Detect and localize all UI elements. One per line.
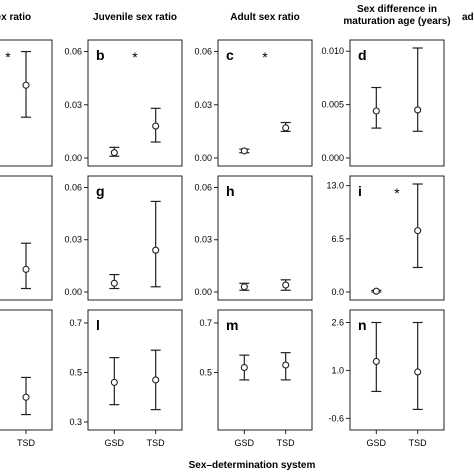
mean-point — [22, 81, 30, 89]
mean-point — [152, 122, 160, 130]
mean-point — [414, 106, 422, 114]
y-tick-label: 0.03 — [194, 235, 212, 245]
panel-n: -0.6 1.0 2.6 n GSD TSD — [328, 309, 445, 448]
panel-a: * — [0, 39, 53, 167]
panel-letter: d — [358, 47, 367, 63]
significance-star: * — [394, 185, 400, 201]
mean-point — [414, 227, 422, 235]
panel-frame — [87, 39, 183, 167]
y-tick-label: 0.06 — [194, 182, 212, 192]
mean-point — [110, 378, 118, 386]
panel-letter: n — [358, 317, 367, 333]
mean-point — [240, 283, 248, 291]
y-tick-label: 0.010 — [321, 46, 344, 56]
x-axis-label: Sex–determination system — [189, 460, 316, 471]
x-tick-label: GSD — [105, 438, 125, 448]
mean-point — [152, 376, 160, 384]
panel-letter: i — [358, 183, 362, 199]
y-tick-label: 0.005 — [321, 100, 344, 110]
y-tick-label: 0.06 — [64, 47, 82, 57]
mean-point — [22, 265, 30, 273]
column-title: Juvenile sex ratio — [93, 12, 177, 23]
y-tick-label: -0.6 — [328, 413, 344, 423]
panel-frame — [217, 39, 313, 167]
panel-frame — [349, 39, 445, 167]
y-tick-label: 0.00 — [194, 153, 212, 163]
mean-point — [282, 124, 290, 132]
panel-letter: l — [96, 317, 100, 333]
column-title: Sex difference in — [357, 4, 437, 15]
y-tick-label: 0.5 — [69, 367, 82, 377]
panel-frame — [349, 175, 445, 301]
mean-point — [110, 279, 118, 287]
panel-b: 0.00 0.03 0.06 b * — [64, 39, 183, 167]
panel-letter: h — [226, 183, 235, 199]
y-tick-label: 0.5 — [199, 367, 212, 377]
y-tick-label: 0.0 — [331, 287, 344, 297]
x-tick-label: TSD — [277, 438, 296, 448]
significance-star: * — [5, 49, 11, 65]
mean-point — [372, 287, 380, 295]
panel-frame — [87, 175, 183, 301]
significance-star: * — [132, 49, 138, 65]
mean-point — [22, 393, 30, 401]
mean-point — [414, 368, 422, 376]
x-tick-label: TSD — [147, 438, 166, 448]
mean-point — [240, 363, 248, 372]
y-tick-label: 0.00 — [194, 287, 212, 297]
x-tick-label: GSD — [367, 438, 387, 448]
column-title: adu — [462, 12, 474, 23]
y-tick-label: 0.03 — [64, 235, 82, 245]
mean-point — [372, 357, 380, 366]
mean-point — [110, 149, 118, 157]
panel-l: 0.3 0.5 0.7 l GSD TSD — [69, 309, 183, 448]
y-tick-label: 0.7 — [199, 318, 212, 328]
y-tick-label: 0.3 — [69, 417, 82, 427]
column-title: maturation age (years) — [343, 16, 450, 27]
mean-point — [152, 246, 160, 254]
mean-point — [372, 107, 380, 115]
panel-frame — [217, 175, 313, 301]
panel-letter: g — [96, 183, 105, 199]
y-tick-label: 0.00 — [64, 153, 82, 163]
x-tick-label: TSD — [17, 438, 36, 448]
y-tick-label: 1.0 — [331, 365, 344, 375]
x-tick-label: TSD — [409, 438, 428, 448]
mean-point — [240, 147, 248, 155]
mean-point — [282, 361, 290, 369]
y-tick-label: 0.06 — [64, 182, 82, 192]
significance-star: * — [262, 49, 268, 65]
panel-letter: c — [226, 47, 234, 63]
panel-letter: b — [96, 47, 105, 63]
panel-f — [0, 175, 53, 301]
panel-k: TSD — [0, 309, 53, 448]
column-title: Adult sex ratio — [230, 12, 299, 23]
y-tick-label: 0.03 — [194, 100, 212, 110]
panel-d: 0.000 0.005 0.010 d — [321, 39, 445, 167]
x-tick-label: GSD — [235, 438, 255, 448]
y-tick-label: 0.03 — [64, 100, 82, 110]
y-tick-label: 13.0 — [326, 181, 344, 191]
y-tick-label: 0.06 — [194, 47, 212, 57]
y-tick-label: 0.000 — [321, 153, 344, 163]
panel-frame — [217, 309, 313, 431]
panel-frame — [0, 309, 53, 431]
y-tick-label: 2.6 — [331, 317, 344, 327]
panel-i: 0.0 6.5 13.0 i * — [326, 175, 445, 301]
y-tick-label: 6.5 — [331, 234, 344, 244]
panel-frame — [87, 309, 183, 431]
panel-frame — [0, 175, 53, 301]
panel-letter: m — [226, 317, 238, 333]
mean-point — [282, 281, 290, 289]
panel-g: 0.00 0.03 0.06 g — [64, 175, 183, 301]
y-tick-label: 0.7 — [69, 318, 82, 328]
panel-m: 0.5 0.7 m GSD TSD — [199, 309, 313, 448]
panel-frame — [0, 39, 53, 167]
y-tick-label: 0.00 — [64, 287, 82, 297]
panel-h: 0.00 0.03 0.06 h — [194, 175, 313, 301]
column-title: sex ratio — [0, 12, 31, 23]
panel-c: 0.00 0.03 0.06 c * — [194, 39, 313, 167]
